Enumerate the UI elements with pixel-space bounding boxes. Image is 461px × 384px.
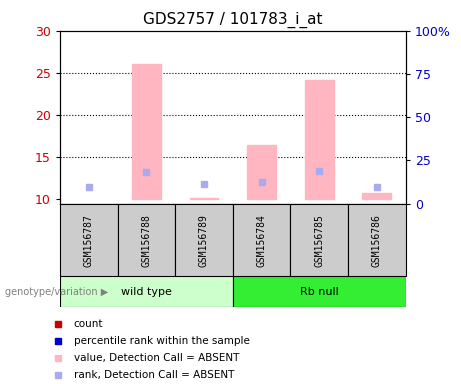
FancyBboxPatch shape xyxy=(60,276,233,307)
FancyBboxPatch shape xyxy=(233,204,290,276)
FancyBboxPatch shape xyxy=(175,204,233,276)
FancyBboxPatch shape xyxy=(290,204,348,276)
Bar xyxy=(247,144,276,199)
Text: value, Detection Call = ABSENT: value, Detection Call = ABSENT xyxy=(74,353,239,363)
Text: GSM156789: GSM156789 xyxy=(199,214,209,267)
Bar xyxy=(189,198,219,199)
Bar xyxy=(305,81,334,199)
FancyBboxPatch shape xyxy=(348,204,406,276)
Text: GSM156785: GSM156785 xyxy=(314,214,324,267)
Text: wild type: wild type xyxy=(121,287,172,297)
Bar xyxy=(362,192,391,199)
Title: GDS2757 / 101783_i_at: GDS2757 / 101783_i_at xyxy=(143,12,323,28)
Text: GSM156784: GSM156784 xyxy=(257,214,266,267)
Text: Rb null: Rb null xyxy=(300,287,339,297)
FancyBboxPatch shape xyxy=(60,204,118,276)
FancyBboxPatch shape xyxy=(118,204,175,276)
Text: rank, Detection Call = ABSENT: rank, Detection Call = ABSENT xyxy=(74,370,234,381)
Text: count: count xyxy=(74,318,103,329)
Text: GSM156788: GSM156788 xyxy=(142,214,151,267)
Bar xyxy=(132,65,161,199)
Text: GSM156787: GSM156787 xyxy=(84,214,94,267)
FancyBboxPatch shape xyxy=(233,276,406,307)
Text: percentile rank within the sample: percentile rank within the sample xyxy=(74,336,249,346)
Text: GSM156786: GSM156786 xyxy=(372,214,382,267)
Text: genotype/variation ▶: genotype/variation ▶ xyxy=(5,287,108,297)
